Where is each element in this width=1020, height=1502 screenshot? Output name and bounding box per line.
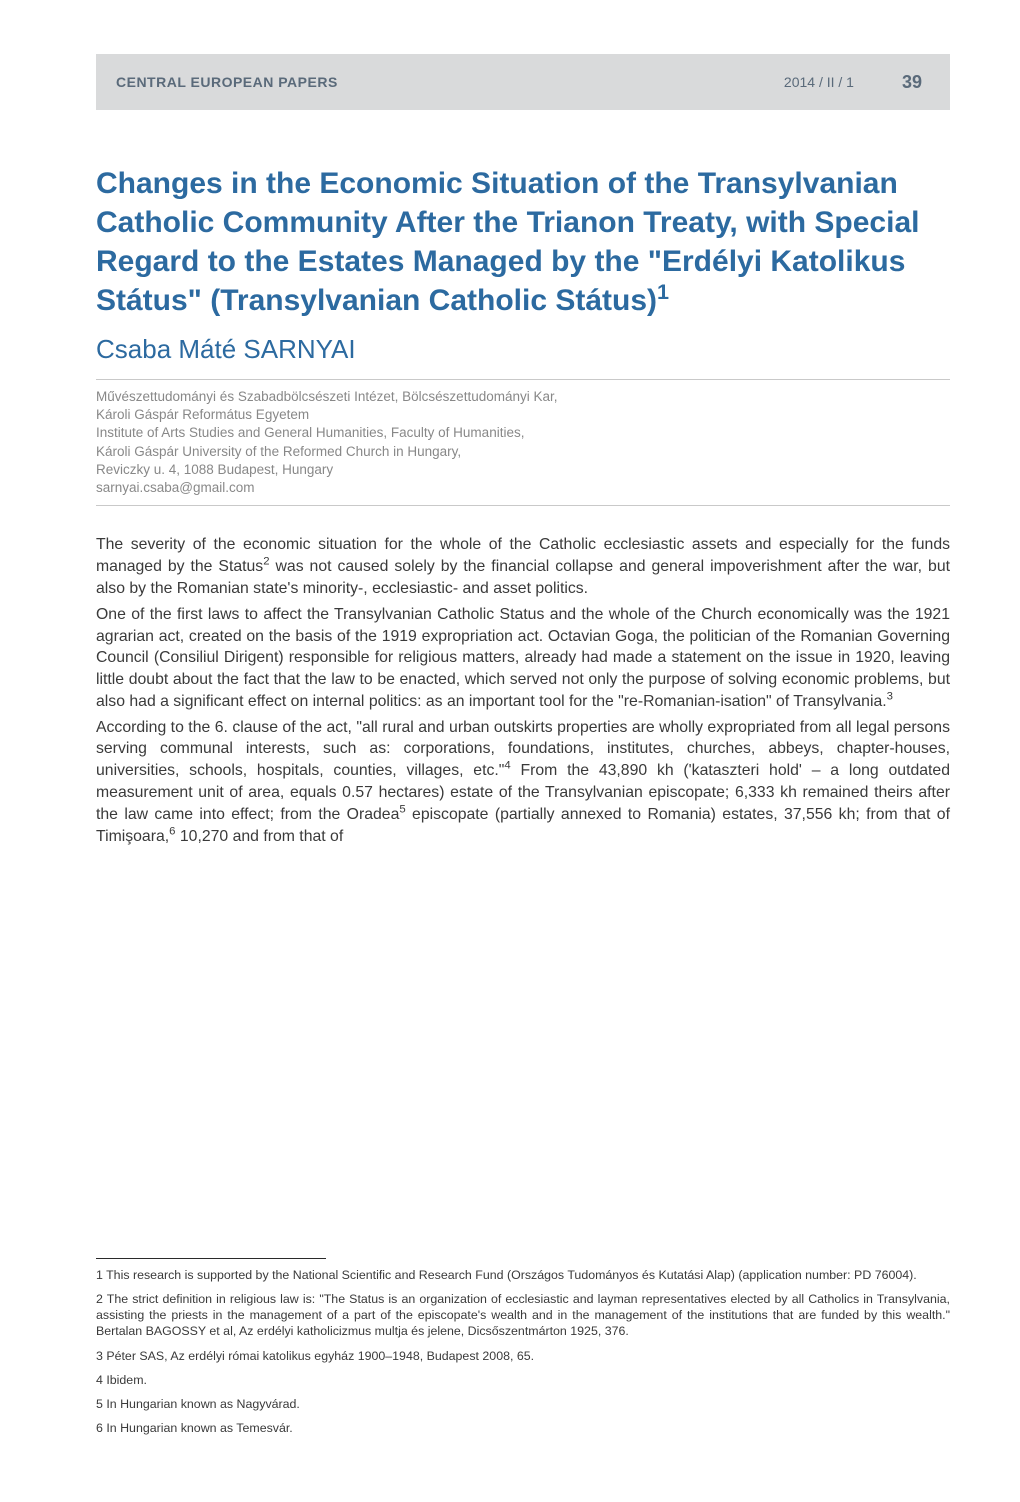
- footnote-separator: [96, 1258, 326, 1259]
- footnote-5: 5 In Hungarian known as Nagyvárad.: [96, 1396, 950, 1412]
- text-run: One of the first laws to affect the Tran…: [96, 606, 950, 710]
- text-run: 10,270 and from that of: [175, 828, 343, 845]
- paragraph-1: The severity of the economic situation f…: [96, 534, 950, 599]
- page: CENTRAL EUROPEAN PAPERS 2014 / II / 1 39…: [0, 54, 1020, 1502]
- affiliation-line: Reviczky u. 4, 1088 Budapest, Hungary: [96, 461, 950, 479]
- journal-name: CENTRAL EUROPEAN PAPERS: [116, 74, 338, 90]
- content-area: Changes in the Economic Situation of the…: [96, 164, 950, 847]
- affiliation-line: Institute of Arts Studies and General Hu…: [96, 424, 950, 442]
- issue-label: 2014 / II / 1: [784, 74, 854, 90]
- article-title: Changes in the Economic Situation of the…: [96, 164, 950, 320]
- footnote-3: 3 Péter SAS, Az erdélyi római katolikus …: [96, 1348, 950, 1364]
- paragraph-3: According to the 6. clause of the act, "…: [96, 717, 950, 848]
- affiliation-email: sarnyai.csaba@gmail.com: [96, 479, 950, 497]
- footnote-4: 4 Ibidem.: [96, 1372, 950, 1388]
- page-number: 39: [902, 72, 922, 93]
- footnote-ref-3: 3: [887, 691, 893, 703]
- title-footnote-marker: 1: [657, 279, 669, 304]
- footnote-6: 6 In Hungarian known as Temesvár.: [96, 1420, 950, 1436]
- footnote-1: 1 This research is supported by the Nati…: [96, 1267, 950, 1283]
- affiliation-block: Művészettudományi és Szabadbölcsészeti I…: [96, 379, 950, 506]
- footnote-2: 2 The strict definition in religious law…: [96, 1291, 950, 1339]
- affiliation-line: Károli Gáspár University of the Reformed…: [96, 443, 950, 461]
- affiliation-line: Károli Gáspár Református Egyetem: [96, 406, 950, 424]
- header-bar: CENTRAL EUROPEAN PAPERS 2014 / II / 1 39: [96, 54, 950, 110]
- author-name: Csaba Máté SARNYAI: [96, 334, 950, 365]
- title-text: Changes in the Economic Situation of the…: [96, 167, 919, 317]
- paragraph-2: One of the first laws to affect the Tran…: [96, 604, 950, 713]
- affiliation-line: Művészettudományi és Szabadbölcsészeti I…: [96, 388, 950, 406]
- footnotes-block: 1 This research is supported by the Nati…: [96, 1258, 950, 1444]
- header-right: 2014 / II / 1 39: [784, 72, 922, 93]
